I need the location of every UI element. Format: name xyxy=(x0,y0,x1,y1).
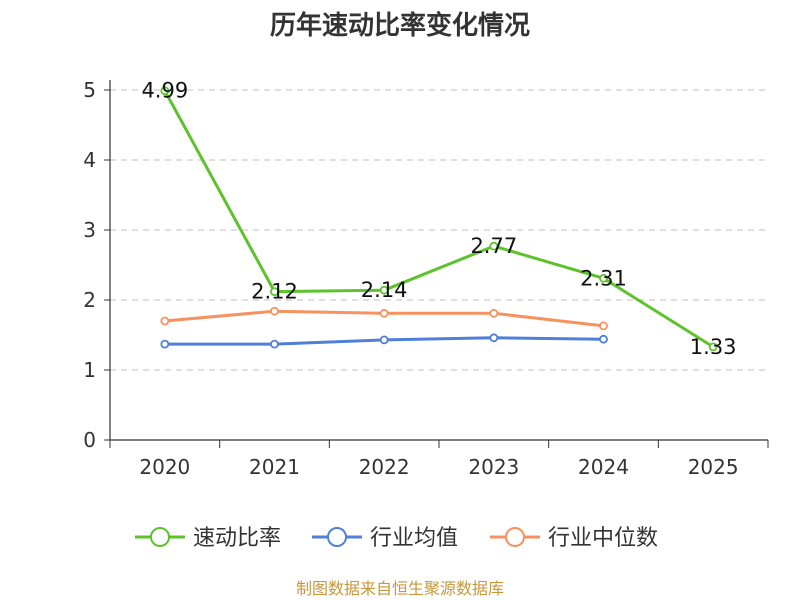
point-速动比率-2020 xyxy=(160,86,170,96)
series-layer xyxy=(160,86,718,352)
point-行业均值-2020 xyxy=(160,339,170,349)
point-速动比率-2022 xyxy=(379,285,389,295)
data-label-2023: 2.77 xyxy=(470,234,517,258)
x-tick-label-2023: 2023 xyxy=(468,455,519,479)
data-labels: 4.99 2.12 2.14 2.77 2.31 1.33 xyxy=(141,79,736,359)
point-行业均值-2022 xyxy=(379,335,389,345)
chart-title: 历年速动比率变化情况 xyxy=(270,10,530,41)
point-行业中位数-2021 xyxy=(270,306,279,316)
legend-label-行业中位数: 行业中位数 xyxy=(548,526,658,551)
legend-marker-行业均值 xyxy=(327,527,347,547)
point-行业均值-2024 xyxy=(599,334,608,344)
data-label-2024: 2.31 xyxy=(580,266,627,290)
legend: 速动比率 行业均值 行业中位数 xyxy=(135,526,658,551)
source-note: 制图数据来自恒生聚源数据库 xyxy=(296,579,504,598)
point-行业中位数-2024 xyxy=(599,321,608,331)
x-tick-label-2020: 2020 xyxy=(139,455,190,479)
x-tick-label-2024: 2024 xyxy=(578,455,629,479)
legend-marker-行业中位数 xyxy=(505,527,525,547)
y-tick-label-0: 0 xyxy=(83,428,96,452)
data-label-2022: 2.14 xyxy=(361,278,408,302)
point-速动比率-2021 xyxy=(270,287,279,297)
x-tick-label-2021: 2021 xyxy=(249,455,300,479)
y-tick-label-1: 1 xyxy=(83,358,96,382)
x-tick-label-2025: 2025 xyxy=(688,455,739,479)
point-行业中位数-2020 xyxy=(160,316,170,326)
point-行业中位数-2023 xyxy=(489,308,499,318)
legend-marker-速动比率 xyxy=(150,527,170,547)
point-速动比率-2023 xyxy=(489,241,499,251)
series-line-速动比率 xyxy=(163,89,714,349)
legend-label-速动比率: 速动比率 xyxy=(193,526,281,551)
y-tick-label-5: 5 xyxy=(83,78,96,102)
y-tick-label-2: 2 xyxy=(83,288,96,312)
axes: 0 1 2 3 4 5 2020 2021 2022 2023 2024 2025 xyxy=(83,78,769,479)
data-label-2021: 2.12 xyxy=(251,280,298,304)
x-tick-label-2022: 2022 xyxy=(359,455,410,479)
point-速动比率-2025 xyxy=(708,342,718,352)
data-label-2020: 4.99 xyxy=(141,79,188,103)
y-tick-label-3: 3 xyxy=(83,218,96,242)
grid xyxy=(110,89,768,371)
data-label-2025: 1.33 xyxy=(690,335,737,359)
legend-label-行业均值: 行业均值 xyxy=(370,526,458,551)
point-行业均值-2023 xyxy=(489,333,499,343)
point-速动比率-2024 xyxy=(599,273,608,283)
point-行业均值-2021 xyxy=(270,339,279,349)
point-行业中位数-2022 xyxy=(379,308,389,318)
y-tick-label-4: 4 xyxy=(83,148,96,172)
